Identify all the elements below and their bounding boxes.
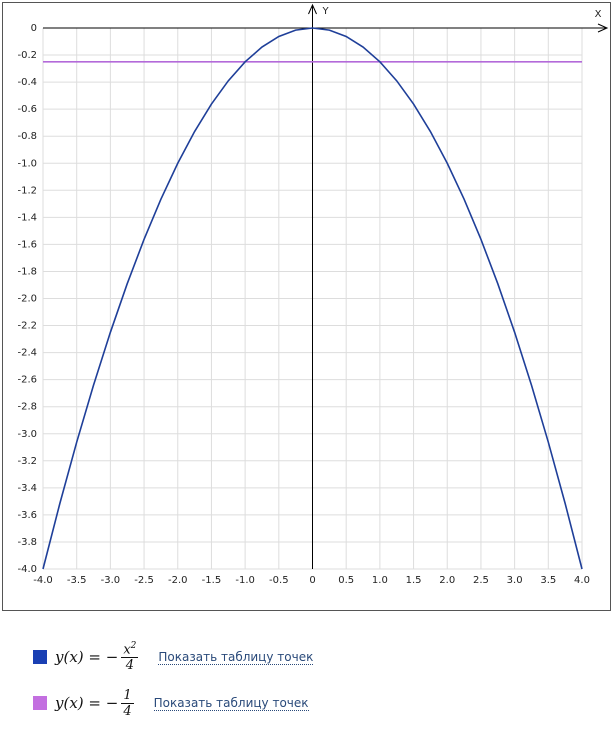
y-tick-label: -3.0 xyxy=(17,429,37,440)
legend-swatch xyxy=(33,650,47,664)
x-tick-label: -1.0 xyxy=(235,575,255,586)
y-tick-label: -2.2 xyxy=(17,321,37,332)
y-tick-label: -3.4 xyxy=(17,483,37,494)
numerator: x2 xyxy=(121,640,139,659)
y-tick-label: -0.8 xyxy=(17,131,37,142)
x-tick-label: -3.5 xyxy=(67,575,87,586)
y-tick-label: -3.2 xyxy=(17,456,37,467)
y-tick-label: -1.2 xyxy=(17,185,37,196)
x-tick-label: -3.0 xyxy=(101,575,121,586)
y-tick-label: -2.8 xyxy=(17,402,37,413)
y-tick-label: 0 xyxy=(31,23,37,34)
y-tick-label: -0.4 xyxy=(17,77,37,88)
show-table-link[interactable]: Показать таблицу точек xyxy=(153,695,309,711)
x-tick-label: 2.5 xyxy=(473,575,489,586)
fraction: x2 4 xyxy=(121,640,139,674)
legend-item: y(x) = − x2 4 Показать таблицу точек xyxy=(33,637,314,677)
y-tick-label: -1.0 xyxy=(17,158,37,169)
x-tick-label: -2.0 xyxy=(168,575,188,586)
denominator: 4 xyxy=(125,658,134,674)
chart: -4.0 -3.5 -3.0 -2.5 -2.0 -1.5 -1.0 -0.5 0 0.5 1.0 1… xyxy=(2,2,611,611)
series-line xyxy=(42,27,583,570)
formula-lhs: y(x) = − xyxy=(55,694,119,712)
y-tick-label: -3.6 xyxy=(17,510,37,521)
y-tick-label: -1.6 xyxy=(17,239,37,250)
x-axis-arrow xyxy=(597,23,609,33)
y-tick-label: -4.0 xyxy=(17,564,37,575)
formula: y(x) = − x2 4 xyxy=(55,640,139,674)
denominator: 4 xyxy=(123,703,132,719)
y-tick-label: -0.6 xyxy=(17,104,37,115)
x-tick-label: 3.0 xyxy=(507,575,523,586)
y-tick-label: -2.6 xyxy=(17,375,37,386)
x-axis-label: X xyxy=(595,9,602,20)
y-tick-label: -3.8 xyxy=(17,537,37,548)
x-tick-label: 3.5 xyxy=(540,575,556,586)
y-axis-label: Y xyxy=(322,6,330,17)
x-tick-label: 2.0 xyxy=(439,575,455,586)
y-tick-label: -1.4 xyxy=(17,212,37,223)
x-tick-label: 1.0 xyxy=(372,575,388,586)
y-tick-label: -2.4 xyxy=(17,348,37,359)
x-tick-label: -1.5 xyxy=(202,575,222,586)
y-tick-label: -1.8 xyxy=(17,266,37,277)
x-tick-label: 0 xyxy=(309,575,315,586)
numerator-text: x xyxy=(123,642,131,658)
x-tick-label: -4.0 xyxy=(33,575,53,586)
y-tick-label: -0.2 xyxy=(17,50,37,61)
y-axis-arrow xyxy=(308,3,317,15)
x-tick-label: -0.5 xyxy=(269,575,289,586)
exponent: 2 xyxy=(130,640,137,651)
x-tick-label: 1.5 xyxy=(406,575,422,586)
x-tick-label: -2.5 xyxy=(134,575,154,586)
x-tick-label: 0.5 xyxy=(338,575,354,586)
y-tick-label: -2.0 xyxy=(17,294,37,305)
x-tick-label: 4.0 xyxy=(574,575,590,586)
legend-swatch xyxy=(33,696,47,710)
formula-lhs: y(x) = − xyxy=(55,647,119,666)
chart-frame xyxy=(2,2,611,611)
show-table-link[interactable]: Показать таблицу точек xyxy=(158,649,314,665)
numerator: 1 xyxy=(121,687,134,704)
